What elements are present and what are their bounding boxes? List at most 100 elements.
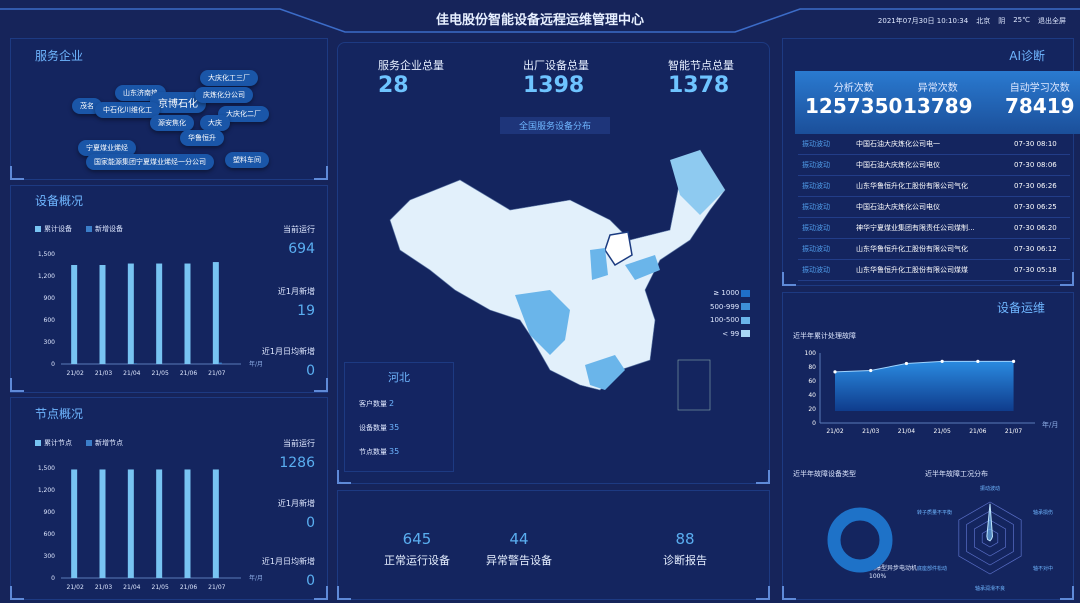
bottom-stats-panel [337,490,770,600]
y-tick-label: 300 [44,339,56,346]
diagnosis-row[interactable]: 振动波动 山东华鲁恒升化工股份有限公司煤煤 07-30 05:18 [798,260,1070,281]
stat-daily-new: 近1月日均新增 0 [261,347,315,379]
corner-decoration [1060,272,1074,286]
x-tick-label: 21/04 [898,428,915,435]
radar-axis-label: 底座部件松动 [917,565,947,572]
stat-warning: 44 异常警告设备 [486,530,552,567]
y-tick-label: 600 [44,317,56,324]
type-chart-title: 近半年故障设备类型 [793,470,856,478]
x-tick-label: 21/03 [95,370,112,376]
company-tag[interactable]: 中石化川维化工 [95,102,160,118]
company-tag[interactable]: 庆炼化分公司 [195,87,253,103]
company-tag[interactable]: 大庆化二厂 [218,106,269,122]
node-bar-chart: 0 300 600 900 1,200 1,500 21/02 21/03 21/04 21/05… [38,465,263,590]
map-region-shanxi [590,248,608,280]
map-legend-item[interactable]: 100-500 [710,314,751,328]
corner-decoration [756,470,770,484]
area-fill [835,361,1014,411]
diagnosis-row[interactable]: 振动波动 山东华鲁恒升化工股份有限公司气化 07-30 06:12 [798,239,1070,260]
map-legend-item[interactable]: ≥ 1000 [710,287,751,301]
map-region [389,149,726,391]
radar-grid [966,510,1014,566]
series-line [834,360,1014,373]
diagnosis-row[interactable]: 振动波动 山东华鲁恒升化工股份有限公司气化 07-30 06:26 [798,176,1070,197]
ai-counters-banner: 分析次数 1257350 异常次数 13789 自动学习次数 78419 [795,71,1080,134]
corner-decoration [756,586,770,600]
panel-title: 服务企业 [35,49,84,63]
company-tag[interactable]: 源安焦化 [150,115,194,131]
company-tag[interactable]: 塑料车间 [225,152,269,168]
company-tag[interactable]: 宁夏煤业烯烃 [78,140,136,156]
corner-decoration [314,166,328,180]
exit-fullscreen-button[interactable]: 退出全屏 [1038,17,1066,25]
data-point [976,359,980,363]
line-chart-title: 近半年累计处理故障 [793,332,856,340]
x-tick-label: 21/06 [969,428,986,435]
x-tick-label: 21/07 [1005,428,1022,435]
radar-grid [958,501,1022,575]
map-legend: ≥ 1000 500-999 100-500 < 99 [710,287,751,342]
company-tag[interactable]: 大庆 [200,115,230,131]
bar-累计设备 [184,263,191,364]
y-tick-label: 1,500 [38,251,55,258]
company-tag[interactable]: 华鲁恒升 [180,130,224,146]
y-tick-label: 60 [808,378,816,385]
x-tick-label: 21/05 [152,584,169,590]
bar-新增设备 [218,362,222,364]
diagnosis-row[interactable]: 振动波动 中国石油大庆炼化公司电一 07-30 08:10 [798,134,1070,155]
diagnosis-row[interactable]: 振动波动 中国石油大庆炼化公司电仪 07-30 08:06 [798,155,1070,176]
data-point [869,368,873,373]
chart-legend: 累计设备 新增设备 [35,224,123,234]
panel-title: 设备概况 [35,194,84,208]
map-legend-item[interactable]: 500-999 [710,301,751,315]
diagnosis-row[interactable]: 振动波动 神华宁夏煤业集团有限责任公司煤制... 07-30 06:20 [798,218,1070,239]
map-legend-item[interactable]: < 99 [710,328,751,342]
device-bar-chart: 0 300 600 900 1,200 1,500 21/02 21/03 21/04 21/05… [38,251,263,376]
radar-axis-label: 振动波动 [980,485,1000,492]
south-sea-inset [677,359,711,411]
stat-month-new: 近1月新增 0 [277,499,315,531]
y-tick-label: 100 [805,350,817,357]
bar-累计节点 [156,469,163,578]
bar-新增设备 [133,363,137,364]
stat-devices: 出厂设备总量 1398 [523,59,589,98]
province-info-row: 客户数量 2 [359,399,395,408]
x-tick-label: 21/06 [180,584,197,590]
bar-累计设备 [99,265,106,364]
page-title: 佳电股份智能设备远程运维管理中心 [435,13,644,28]
province-info-row: 节点数量 35 [359,447,400,456]
fault-type-donut [827,507,893,573]
company-tag[interactable]: 京博石化 [150,92,206,113]
company-tag[interactable]: 大庆化工三厂 [200,70,258,86]
company-tag[interactable]: 茂名 [72,98,102,114]
company-tag[interactable]: 国家能源集团宁夏煤业烯烃一分公司 [86,154,214,170]
panel-title: AI诊断 [1009,49,1045,63]
radar-axis-label: 轴不对中 [1033,565,1053,572]
donut-label: 隔爆型异步电动机 100% [869,565,918,580]
y-tick-label: 80 [808,364,816,371]
y-tick-label: 0 [51,361,55,368]
diagnosis-row[interactable]: 振动波动 中国石油大庆炼化公司电仪 07-30 06:25 [798,197,1070,218]
ai-counter: 异常次数 13789 [903,83,973,118]
fault-area-chart: 0 20 40 60 80 100 21/02 21/03 21/04 21/05 21/06 21/… [805,350,1059,435]
corner-decoration [337,470,351,484]
y-tick-label: 300 [44,553,56,560]
y-tick-label: 900 [44,295,56,302]
map-region-heilongjiang [670,150,725,215]
radar-series [986,503,994,542]
ai-counter: 分析次数 1257350 [805,83,903,118]
corner-decoration [314,378,328,392]
map-region-guangdong [585,355,625,390]
map-region-shandong [625,255,660,280]
province-name: 河北 [388,371,410,384]
corner-decoration [10,166,24,180]
radar-axis-label: 转子质量不平衡 [917,509,952,516]
status-bar: 2021年07月30日 10:10:34 北京 阴 25℃ 退出全屏 [878,16,1066,26]
china-map[interactable] [370,140,740,420]
datetime: 2021年07月30日 10:10:34 [877,17,969,25]
ai-counter: 自动学习次数 78419 [1005,83,1075,118]
x-tick-label: 21/02 [67,584,84,590]
data-point [940,359,944,363]
bar-累计节点 [71,469,78,578]
